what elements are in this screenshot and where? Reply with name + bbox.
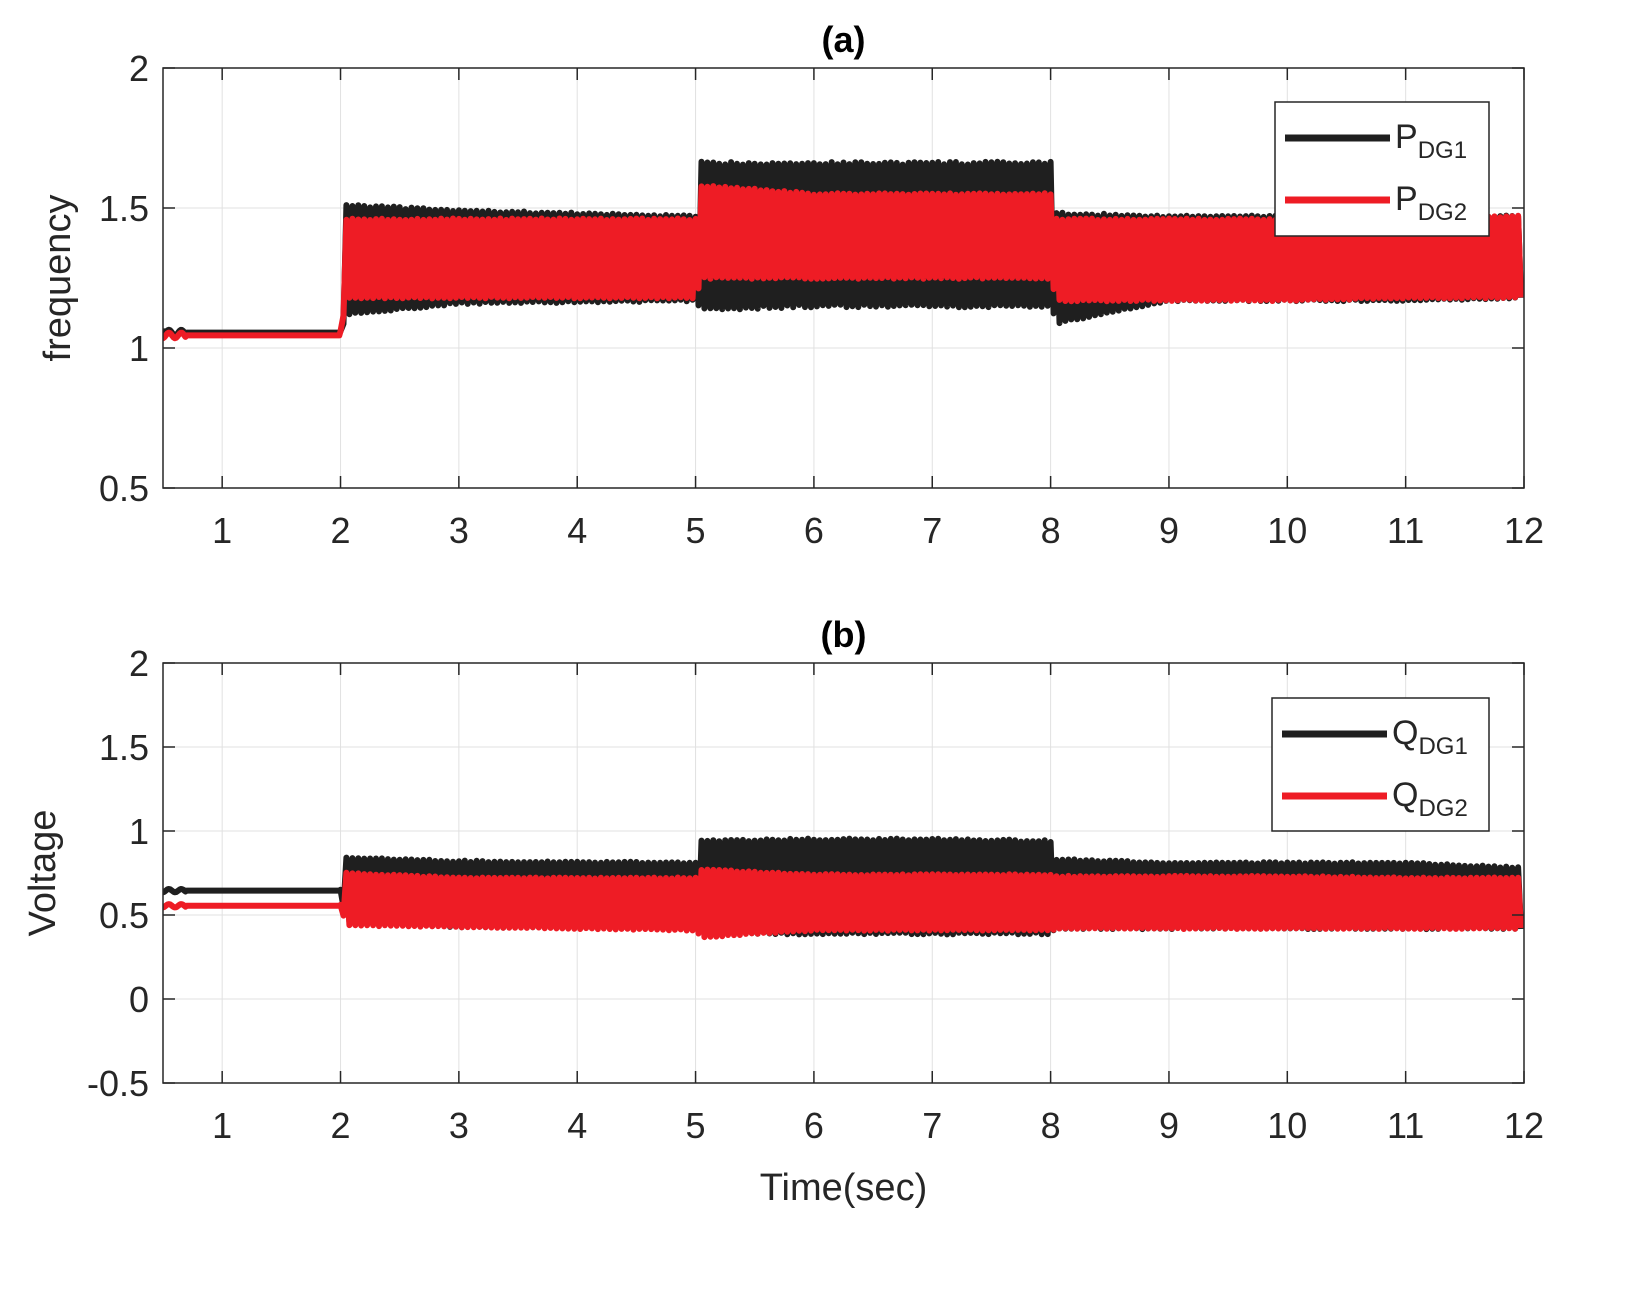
y-axis-label: Voltage — [22, 810, 64, 937]
x-tick-label: 9 — [1159, 510, 1179, 551]
y-tick-label: 2 — [129, 48, 149, 89]
x-tick-label: 1 — [212, 1105, 232, 1146]
x-tick-label: 3 — [449, 510, 469, 551]
x-tick-label: 10 — [1267, 1105, 1307, 1146]
legend-box — [1274, 101, 1490, 237]
y-tick-label: 1.5 — [99, 727, 149, 768]
x-tick-label: 4 — [567, 1105, 587, 1146]
series-line-p-dg2 — [163, 183, 1524, 342]
y-tick-label: 0.5 — [99, 468, 149, 509]
legend: PDG1 PDG2 — [1274, 101, 1490, 237]
axes-box — [162, 67, 1525, 489]
x-tick-label: 1 — [212, 510, 232, 551]
x-tick-label: 3 — [449, 1105, 469, 1146]
x-tick-label: 9 — [1159, 1105, 1179, 1146]
legend: QDG1 QDG2 — [1271, 697, 1490, 832]
x-tick-label: 8 — [1041, 510, 1061, 551]
y-tick-label: 1 — [129, 328, 149, 369]
x-tick-label: 12 — [1504, 1105, 1544, 1146]
legend-label-dg2: PDG2 — [1395, 180, 1467, 226]
x-tick-label: 7 — [922, 510, 942, 551]
chart-title: (b) — [821, 614, 867, 655]
legend-box — [1271, 697, 1490, 832]
legend-label-dg1: PDG1 — [1395, 118, 1467, 164]
panel-b: 1 2 3 4 5 6 7 8 9 10 11 12-0.500.511.52(b)VoltageTi… — [22, 614, 1544, 1209]
y-tick-label: 0.5 — [99, 895, 149, 936]
x-tick-label: 11 — [1387, 510, 1424, 551]
axes-box — [162, 662, 1525, 1084]
panel-a: 1 2 3 4 5 6 7 8 9 10 11 120.511.52(a)frequencyPDG1P… — [37, 19, 1544, 551]
x-tick-label: 10 — [1267, 510, 1307, 551]
x-tick-label: 2 — [331, 1105, 351, 1146]
x-tick-label: 4 — [567, 510, 587, 551]
x-tick-label: 2 — [331, 510, 351, 551]
x-axis-label: Time(sec) — [760, 1167, 927, 1209]
x-tick-label: 7 — [922, 1105, 942, 1146]
chart-title: (a) — [822, 19, 866, 60]
x-tick-label: 8 — [1041, 1105, 1061, 1146]
legend-label-dg2: QDG2 — [1392, 776, 1468, 822]
y-axis-label: frequency — [37, 195, 79, 362]
x-tick-label: 6 — [804, 510, 824, 551]
x-tick-label: 5 — [686, 510, 706, 551]
y-tick-label: 0 — [129, 979, 149, 1020]
y-tick-label: -0.5 — [87, 1063, 149, 1104]
y-tick-label: 1 — [129, 811, 149, 852]
legend-label-dg1: QDG1 — [1392, 714, 1468, 760]
y-tick-label: 2 — [129, 643, 149, 684]
x-tick-label: 6 — [804, 1105, 824, 1146]
x-tick-label: 5 — [686, 1105, 706, 1146]
series-line-q-dg2 — [163, 866, 1524, 941]
x-tick-label: 11 — [1387, 1105, 1424, 1146]
x-tick-label: 12 — [1504, 510, 1544, 551]
y-tick-label: 1.5 — [99, 188, 149, 229]
